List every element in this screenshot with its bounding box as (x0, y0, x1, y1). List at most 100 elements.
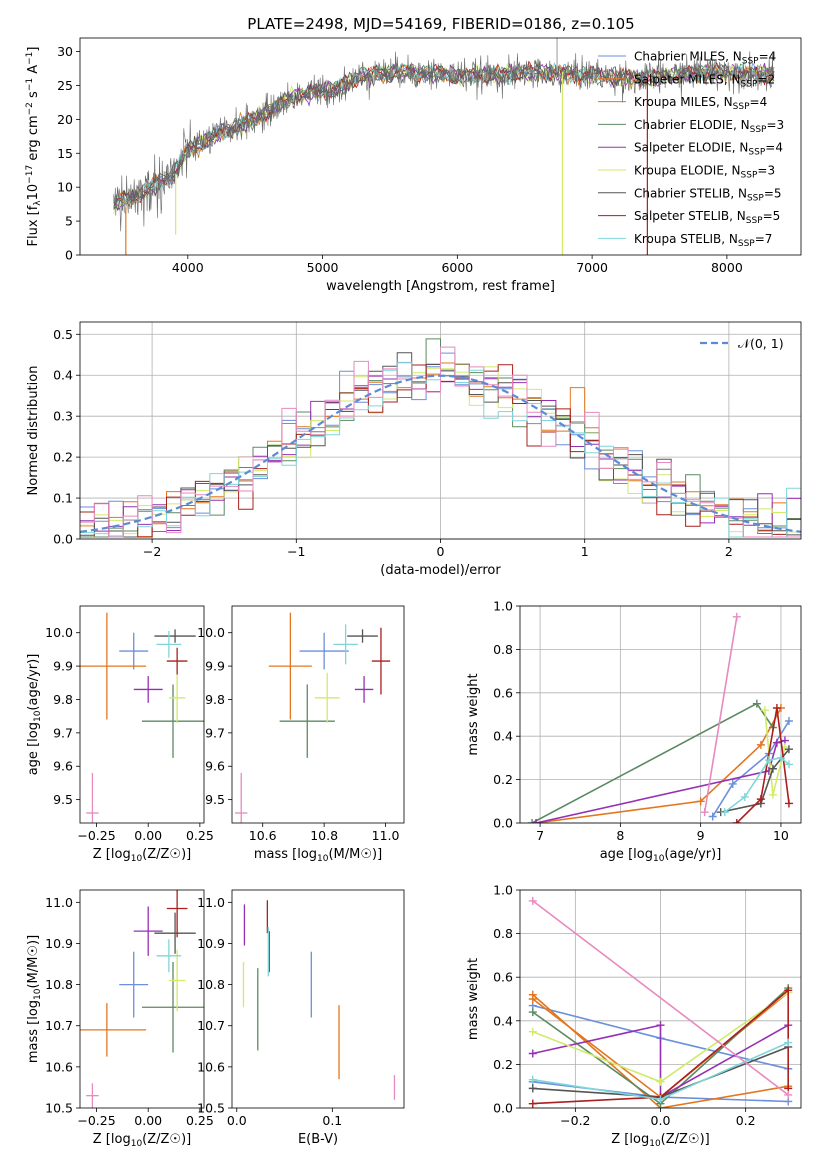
weight-marker (784, 1038, 793, 1047)
y-tick-label: 10.5 (45, 1101, 73, 1116)
weight-line (703, 616, 738, 813)
y-tick-label: 0 (65, 248, 73, 263)
weight-marker (756, 740, 765, 749)
x-tick-label: 7 (536, 828, 544, 843)
y-tick-label: 0.8 (493, 926, 513, 941)
x-tick-label: −0.25 (77, 1113, 115, 1128)
errorbar-point (299, 632, 349, 670)
x-tick-label: 0.25 (186, 828, 214, 843)
y-tick-label: 9.8 (53, 692, 73, 707)
y-tick-label: 10.5 (197, 1101, 225, 1116)
y-tick-label: 0.4 (493, 729, 513, 744)
weight-marker (756, 795, 765, 804)
y-tick-label: 1.0 (493, 599, 513, 614)
y-tick-label: 9.6 (205, 759, 225, 774)
y-tick-label: 20 (57, 112, 73, 127)
axes-frame (231, 605, 405, 824)
plot-area (80, 612, 204, 823)
y-tick-label: 0.6 (493, 970, 513, 985)
weight-marker (768, 764, 777, 773)
y-tick-label: 0.2 (493, 772, 513, 787)
y-tick-label: 11.0 (197, 895, 225, 910)
y-tick-label: 0.1 (53, 491, 73, 506)
weight-marker (656, 1077, 665, 1086)
x-tick-label: 10.6 (249, 828, 277, 843)
legend-label: Kroupa ELODIE, NSSP=3 (634, 164, 775, 181)
y-tick-label: 10.9 (45, 936, 73, 951)
weight-marker (532, 819, 541, 823)
axes-frame (79, 321, 802, 540)
y-tick-label: 0.2 (53, 450, 73, 465)
y-tick-label: 5 (65, 214, 73, 229)
y-tick-label: 25 (57, 78, 73, 93)
weight-marker (528, 1049, 537, 1058)
y-tick-label: 9.5 (53, 792, 73, 807)
errorbar-point (371, 627, 391, 695)
errorbar-point (166, 890, 188, 938)
weight-line (535, 707, 782, 823)
errorbar-point (156, 631, 182, 658)
weight-marker (700, 808, 709, 817)
weight-marker (732, 819, 741, 823)
x-tick-label: 9 (697, 828, 705, 843)
weight-marker (656, 1021, 665, 1030)
y-tick-label: 10.9 (197, 936, 225, 951)
weight-marker (772, 703, 781, 712)
errorbar-point (156, 939, 182, 973)
x-tick-label: 10.8 (310, 828, 338, 843)
y-axis-label: mass weight (466, 958, 481, 1040)
x-axis-label: age [log10(age/yr)] (600, 847, 722, 864)
x-tick-label: 2 (725, 544, 733, 559)
legend: Chabrier MILES, NSSP=4 Salpeter MILES, NS… (598, 50, 784, 249)
axes-frame (79, 605, 205, 824)
y-tick-label: 9.9 (205, 659, 225, 674)
y-tick-label: 10.7 (45, 1018, 73, 1033)
x-axis-label: Z [log10(Z/Z☉)] (93, 847, 191, 864)
x-tick-label: −0.2 (560, 1113, 590, 1128)
weight-marker (528, 819, 537, 823)
y-tick-label: 10.6 (45, 1059, 73, 1074)
axes-frame (231, 889, 405, 1109)
y-tick-label: 10 (57, 180, 73, 195)
panels: 4000 5000 6000 7000 8000051015202530waveleng… (25, 37, 802, 1149)
plot-area (528, 896, 793, 1108)
observed-spectrum (113, 51, 775, 232)
legend-label: Kroupa STELIB, NSSP=7 (634, 232, 772, 249)
y-tick-label: 10.0 (45, 625, 73, 640)
weight-marker (784, 717, 793, 726)
weight-marker (528, 995, 537, 1003)
x-tick-label: 0.00 (134, 1113, 162, 1128)
y-tick-label: 0.8 (493, 642, 513, 657)
weight-marker (784, 986, 793, 995)
weight-marker (528, 1027, 537, 1036)
y-tick-label: 10.8 (45, 977, 73, 992)
weight-marker (728, 779, 737, 788)
weight-marker (528, 1008, 537, 1017)
x-axis-label: Z [log10(Z/Z☉)] (93, 1132, 191, 1149)
x-tick-label: 6000 (441, 260, 473, 275)
weight-marker (784, 799, 793, 808)
weight-marker (764, 756, 773, 765)
y-axis-label: age [log10(age/yr)] (26, 654, 43, 776)
legend-label: Salpeter ELODIE, NSSP=4 (634, 141, 783, 158)
weight-line (712, 720, 790, 817)
panel-residuals: −2 −1 0 1 2 0.0 0.1 0.2 0.3 0.4 0.5 (data-model)/er… (26, 321, 802, 578)
y-tick-label: 0.3 (53, 409, 73, 424)
legend-label: Salpeter STELIB, NSSP=5 (634, 209, 780, 226)
y-tick-label: 15 (57, 146, 73, 161)
y-tick-label: 0.5 (53, 327, 73, 342)
x-tick-label: 7000 (576, 260, 608, 275)
errorbar-point (80, 1003, 147, 1057)
weight-marker (740, 792, 749, 801)
x-tick-label: −0.25 (77, 828, 115, 843)
y-tick-label: 9.9 (53, 659, 73, 674)
weight-marker (708, 812, 717, 821)
weight-line (535, 739, 786, 823)
legend-label: Kroupa MILES, NSSP=4 (634, 95, 767, 112)
errorbar-point (154, 912, 196, 954)
plot-area (528, 612, 793, 823)
axes-frame (519, 605, 802, 824)
errorbar-point (168, 672, 186, 723)
weight-marker (752, 699, 761, 708)
errorbar-point (279, 684, 335, 758)
